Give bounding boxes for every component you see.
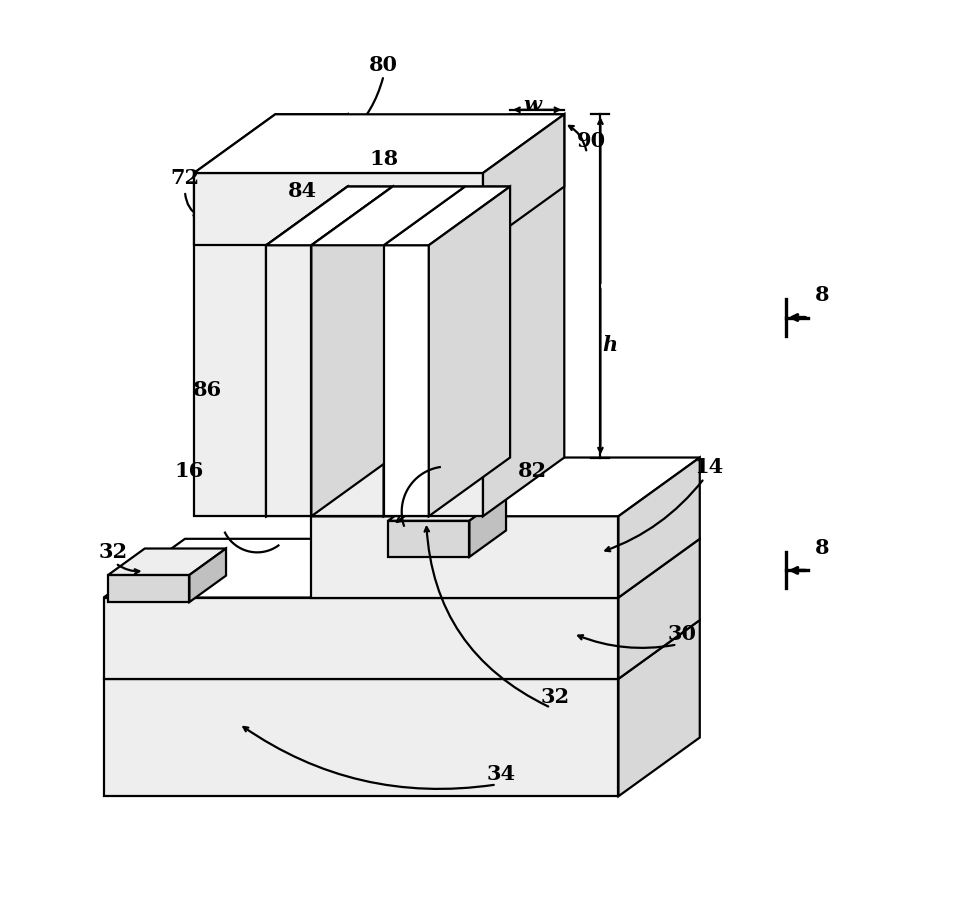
Polygon shape <box>194 173 483 246</box>
Polygon shape <box>108 575 189 602</box>
Polygon shape <box>311 187 465 246</box>
Polygon shape <box>311 187 392 516</box>
Polygon shape <box>618 458 699 598</box>
Polygon shape <box>194 114 348 173</box>
Polygon shape <box>267 187 392 246</box>
Text: w: w <box>524 95 542 115</box>
Text: 72: 72 <box>170 168 200 188</box>
Polygon shape <box>618 620 699 796</box>
Polygon shape <box>469 495 506 557</box>
Polygon shape <box>311 458 699 516</box>
Polygon shape <box>384 187 510 246</box>
Polygon shape <box>311 187 465 246</box>
Polygon shape <box>384 187 465 516</box>
Text: 30: 30 <box>668 623 696 643</box>
Text: 82: 82 <box>518 461 548 481</box>
Polygon shape <box>267 187 510 246</box>
Text: 86: 86 <box>193 380 222 400</box>
Polygon shape <box>388 521 469 557</box>
Text: h: h <box>602 334 617 354</box>
Text: 16: 16 <box>175 461 204 481</box>
Polygon shape <box>194 173 267 516</box>
Polygon shape <box>311 516 618 598</box>
Polygon shape <box>189 548 226 602</box>
Polygon shape <box>429 173 483 516</box>
Polygon shape <box>103 679 618 796</box>
Text: 80: 80 <box>369 54 398 74</box>
Text: 34: 34 <box>487 764 516 784</box>
Text: 18: 18 <box>369 149 398 169</box>
Text: 32: 32 <box>99 543 128 563</box>
Polygon shape <box>429 114 564 173</box>
Polygon shape <box>103 598 618 679</box>
Polygon shape <box>103 620 699 679</box>
Text: 84: 84 <box>288 181 317 201</box>
Text: 32: 32 <box>541 687 570 707</box>
Polygon shape <box>267 187 348 516</box>
Polygon shape <box>384 246 429 516</box>
Text: 14: 14 <box>695 457 724 477</box>
Polygon shape <box>267 246 429 516</box>
Polygon shape <box>483 114 564 516</box>
Text: 8: 8 <box>814 538 829 558</box>
Text: 90: 90 <box>577 131 606 151</box>
Polygon shape <box>311 246 384 516</box>
Polygon shape <box>267 114 348 516</box>
Polygon shape <box>108 548 226 575</box>
Polygon shape <box>194 114 564 173</box>
Polygon shape <box>103 539 699 598</box>
Polygon shape <box>388 495 506 521</box>
Polygon shape <box>429 187 510 516</box>
Polygon shape <box>483 114 564 246</box>
Polygon shape <box>618 539 699 679</box>
Polygon shape <box>267 246 311 516</box>
Text: 8: 8 <box>814 284 829 305</box>
